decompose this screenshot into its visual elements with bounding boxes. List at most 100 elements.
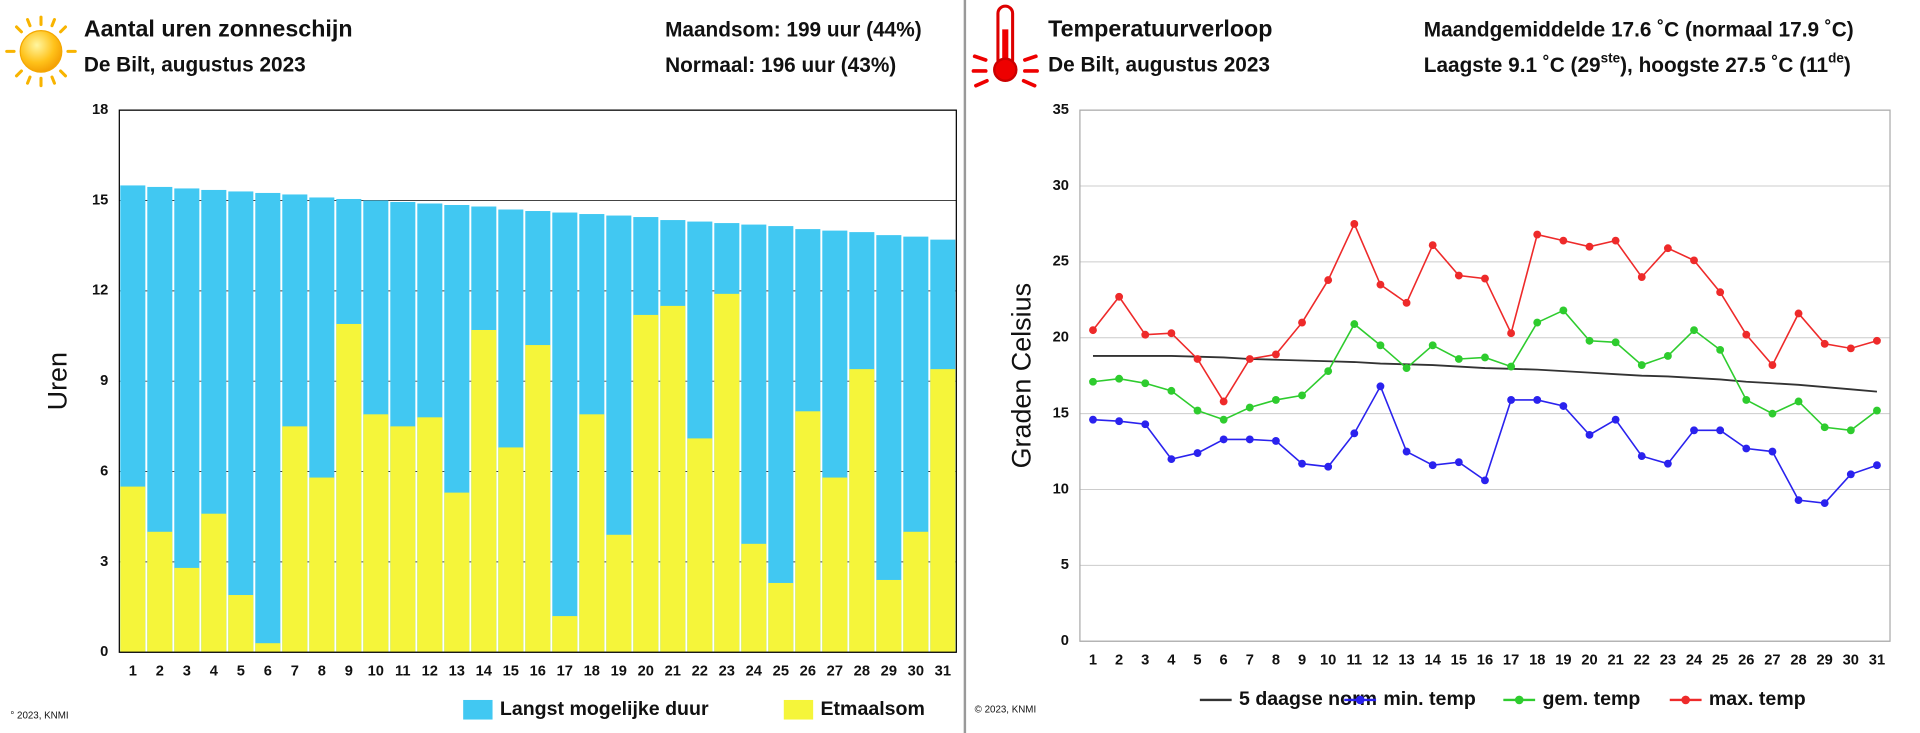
data-point [1428, 241, 1437, 250]
data-point [1559, 236, 1568, 245]
stats-text: Maandsom: 199 uur (44%) [665, 18, 922, 41]
data-point [1115, 374, 1124, 383]
bar [309, 477, 335, 653]
legend-swatch [783, 699, 814, 720]
x-tick-label: 11 [395, 664, 411, 680]
data-point [1794, 496, 1803, 505]
data-point [1794, 309, 1803, 318]
stats-text: Maandgemiddelde 17.6 ˚C (normaal 17.9 ˚C… [1424, 18, 1854, 41]
data-point [1454, 458, 1463, 467]
data-point [1507, 329, 1516, 338]
data-point [1846, 470, 1855, 479]
data-point [1820, 423, 1829, 432]
x-tick-label: 30 [1843, 653, 1859, 669]
data-point [1559, 306, 1568, 315]
data-point [1873, 406, 1881, 415]
data-point [1271, 437, 1280, 445]
x-tick-label: 26 [800, 664, 816, 680]
bar [120, 486, 146, 653]
y-tick-label: 25 [1053, 254, 1069, 270]
data-point [1115, 417, 1124, 426]
data-point [1559, 402, 1568, 410]
data-point [1402, 364, 1411, 373]
legend-label: Etmaalsom [820, 698, 924, 720]
x-tick-label: 28 [854, 664, 870, 680]
bar [147, 531, 173, 653]
x-tick-label: 21 [665, 664, 681, 680]
x-tick-label: 10 [368, 664, 384, 680]
sun-ray [26, 18, 32, 28]
data-point [1193, 449, 1202, 457]
x-tick-label: 16 [530, 664, 546, 680]
data-point [1428, 461, 1437, 470]
x-tick-label: 12 [422, 664, 438, 680]
data-point [1141, 420, 1150, 429]
data-point [1637, 452, 1646, 461]
data-point [1742, 444, 1751, 453]
data-point [1167, 386, 1176, 395]
legend-label: 5 daagse norm [1239, 688, 1377, 710]
data-point [1820, 339, 1829, 348]
x-tick-label: 12 [1372, 653, 1388, 669]
sun-ray [14, 69, 23, 78]
x-tick-label: 31 [935, 664, 951, 680]
data-point [1141, 379, 1150, 388]
y-tick-label: 12 [92, 283, 108, 299]
x-tick-label: 1 [129, 664, 137, 680]
x-tick-label: 8 [318, 664, 326, 680]
data-point [1193, 355, 1202, 363]
data-point [1141, 330, 1150, 339]
bar [363, 414, 389, 653]
legend-label: max. temp [1709, 688, 1806, 710]
x-tick-label: 25 [1712, 653, 1728, 669]
stats-line: Maandsom: 199 uur (44%) [665, 18, 922, 41]
bar [201, 513, 227, 653]
x-tick-label: 27 [827, 664, 843, 680]
data-point [1585, 242, 1594, 251]
data-point [1376, 341, 1385, 350]
data-point [1742, 396, 1751, 404]
data-point [1611, 338, 1620, 347]
data-point [1193, 406, 1202, 415]
x-tick-label: 21 [1607, 653, 1623, 669]
x-tick-label: 22 [1634, 653, 1650, 669]
x-tick-label: 4 [1167, 653, 1176, 669]
x-tick-label: 26 [1738, 653, 1754, 669]
bar [525, 345, 551, 653]
bar [660, 305, 686, 653]
bar [390, 426, 416, 653]
data-point [1768, 409, 1777, 418]
y-tick-label: 30 [1053, 178, 1069, 194]
x-tick-label: 18 [584, 664, 600, 680]
x-tick-label: 15 [503, 664, 519, 680]
series-line [1092, 309, 1878, 432]
stats-line: Maandgemiddelde 17.6 ˚C (normaal 17.9 ˚C… [1424, 18, 1854, 41]
data-point [1376, 280, 1385, 289]
x-tick-label: 27 [1764, 653, 1780, 669]
bar [768, 226, 794, 653]
y-axis-label: Graden Celsius [1007, 283, 1037, 468]
data-point [1742, 330, 1751, 339]
y-tick-label: 0 [1061, 633, 1069, 649]
sun-ray [26, 75, 32, 85]
data-point [1245, 355, 1254, 363]
data-point [1716, 426, 1725, 435]
x-tick-label: 9 [345, 664, 353, 680]
data-point [1350, 429, 1359, 438]
data-point [1794, 397, 1803, 406]
chart-subtitle: De Bilt, augustus 2023 [1048, 54, 1270, 77]
bar [687, 438, 713, 653]
x-tick-label: 11 [1347, 653, 1363, 669]
legend-swatch [463, 699, 493, 720]
stats-text: ) [1844, 54, 1851, 77]
data-point [1846, 344, 1855, 353]
sun-ray [50, 75, 56, 85]
legend-label: gem. temp [1542, 688, 1640, 710]
sun-icon [5, 15, 77, 88]
x-tick-label: 16 [1477, 653, 1493, 669]
y-tick-label: 0 [100, 644, 108, 660]
data-point [1533, 396, 1542, 404]
sun-ray [50, 18, 56, 28]
x-tick-label: 17 [1503, 653, 1519, 669]
